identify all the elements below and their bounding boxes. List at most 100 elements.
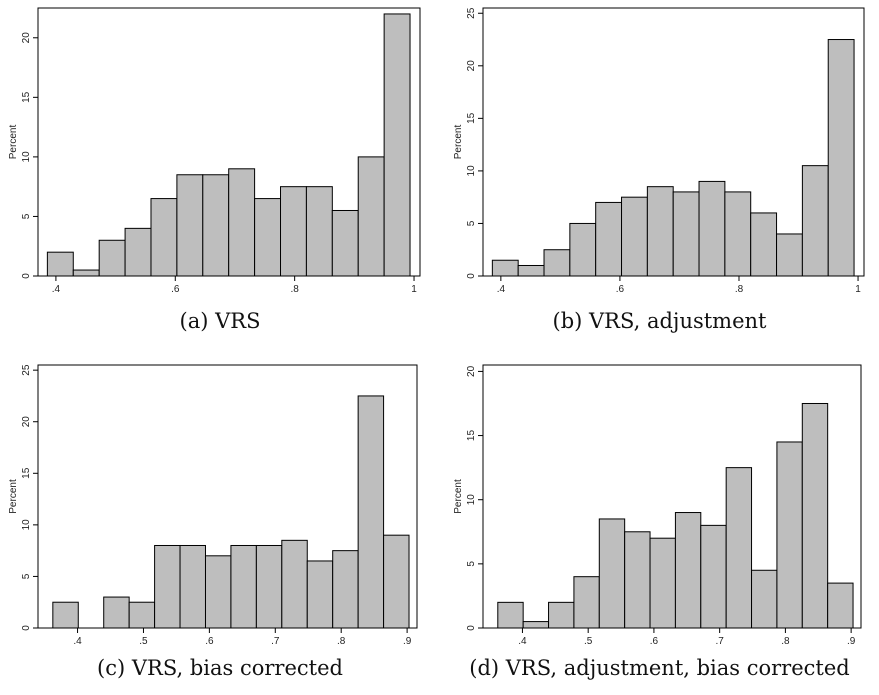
y-tick-label: 5 [466, 220, 477, 226]
histogram-bar [698, 180, 726, 277]
histogram-bar [154, 544, 181, 629]
histogram-bar [383, 13, 411, 277]
histogram-bar [128, 601, 156, 629]
histogram-bar [700, 524, 727, 629]
histogram-bar [72, 269, 100, 277]
y-tick-label: 5 [466, 561, 477, 567]
histogram-bar [52, 601, 79, 629]
chart-b: 0 5 10 15 20 25 .4 .6 .8 1 Percent [453, 7, 865, 295]
x-tick-label: .6 [616, 284, 625, 295]
x-tick-label: .7 [715, 636, 724, 647]
y-tick-label: 20 [21, 416, 32, 428]
histogram-bar [548, 601, 575, 629]
histogram-bar [621, 196, 648, 277]
x-tick-label: 1 [411, 284, 417, 295]
histogram-bar [801, 165, 829, 277]
x-tick-label: .5 [139, 636, 148, 647]
histogram-bar [674, 512, 702, 629]
histogram-bar [649, 537, 676, 629]
histogram-bar [776, 441, 803, 629]
histogram-bar [254, 198, 282, 277]
histogram-bar [724, 191, 752, 277]
histogram-bar [801, 402, 829, 629]
histogram-bar [517, 264, 545, 277]
chart-panel-a: 0 5 10 15 20 .4 .6 .8 1 Percent (a) VRS [0, 0, 440, 347]
plot-frame [37, 364, 418, 629]
x-tick-label: .4 [497, 284, 506, 295]
histogram-bar [228, 168, 256, 277]
plot-frame [482, 7, 865, 277]
histogram-bar [331, 209, 359, 277]
histogram-bar [522, 621, 550, 629]
histogram-bar [281, 539, 308, 629]
chart-d: 0 5 10 15 20 .4 .5 .6 .7 .8 .9 Percent [453, 364, 862, 647]
histogram-bar [595, 201, 623, 277]
histogram-bar [124, 227, 152, 277]
y-tick-label: 25 [21, 364, 32, 376]
histogram-bar [491, 259, 519, 277]
x-tick-label: .6 [205, 636, 214, 647]
x-tick-label: .6 [650, 636, 659, 647]
caption-a: (a) VRS [179, 309, 261, 333]
histogram-bar [827, 39, 855, 277]
histogram-bar [598, 518, 626, 629]
histogram-bar [672, 191, 700, 277]
y-tick-label: 0 [466, 273, 477, 279]
histogram-bar [305, 186, 333, 277]
plot-frame [482, 364, 862, 629]
chart-panel-d: 0 5 10 15 20 .4 .5 .6 .7 .8 .9 Percent (d) VRS, adj… [440, 355, 879, 695]
chart-c: 0 5 10 15 20 25 .4 .5 .6 .7 .8 .9 Percent [8, 364, 418, 647]
caption-b: (b) VRS, adjustment [552, 309, 767, 333]
y-tick-label: 10 [466, 494, 477, 506]
y-tick-label: 0 [21, 273, 32, 279]
x-tick-label: .8 [337, 636, 346, 647]
histogram-bar [357, 156, 385, 277]
caption-d: (d) VRS, adjustment, bias corrected [469, 656, 850, 680]
histogram-bar [624, 531, 651, 629]
y-tick-label: 20 [466, 60, 477, 72]
histogram-bar [204, 555, 232, 629]
histogram-bar [332, 550, 359, 629]
histogram-bar [103, 596, 130, 629]
histogram-bar [751, 569, 778, 629]
histogram-bar [569, 222, 597, 277]
y-tick-label: 20 [466, 365, 477, 377]
histogram-bar [827, 582, 854, 629]
histogram-bar [750, 212, 778, 277]
y-tick-label: 10 [466, 165, 477, 177]
histogram-bar [202, 174, 230, 277]
chart-panel-c: 0 5 10 15 20 25 .4 .5 .6 .7 .8 .9 Percent (c) VRS, b… [0, 355, 440, 695]
histogram-bar [306, 560, 334, 629]
histogram-bar [497, 601, 524, 629]
y-tick-label: 25 [466, 7, 477, 19]
y-tick-label: 15 [21, 91, 32, 103]
y-axis-label: Percent [453, 479, 464, 514]
caption-c: (c) VRS, bias corrected [97, 656, 343, 680]
chart-panel-b: 0 5 10 15 20 25 .4 .6 .8 1 Percent (b) VRS, adjust… [440, 0, 879, 347]
y-tick-label: 10 [21, 151, 32, 163]
histogram-bar [176, 174, 204, 277]
y-axis-label: Percent [453, 125, 464, 160]
histogram-bar [230, 544, 257, 629]
histogram-bar [383, 534, 410, 629]
x-tick-label: .6 [171, 284, 180, 295]
histogram-bar [150, 198, 178, 277]
histogram-bar [776, 233, 803, 277]
histogram-bar [646, 186, 674, 277]
histogram-bar [255, 544, 283, 629]
histogram-bar [179, 544, 206, 629]
histogram-bar [46, 251, 74, 277]
x-tick-label: .8 [781, 636, 790, 647]
x-tick-label: .9 [403, 636, 412, 647]
histogram-bar [725, 467, 753, 629]
y-axis-label: Percent [8, 125, 19, 160]
x-tick-label: .8 [290, 284, 299, 295]
x-tick-label: .5 [584, 636, 593, 647]
chart-a: 0 5 10 15 20 .4 .6 .8 1 Percent [8, 7, 421, 295]
x-tick-label: .7 [271, 636, 280, 647]
x-tick-label: .4 [52, 284, 61, 295]
x-tick-label: .4 [73, 636, 82, 647]
histogram-bar [573, 576, 600, 629]
histogram-bar [543, 249, 571, 277]
y-tick-label: 5 [21, 573, 32, 579]
